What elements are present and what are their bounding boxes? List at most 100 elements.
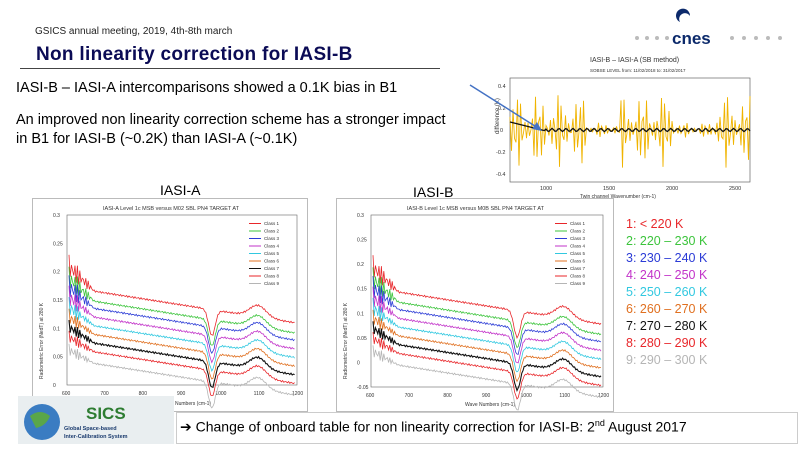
a-curve-class-7 [68,320,295,389]
bullet-improved-correction: An improved non linearity correction sch… [16,112,446,147]
a-curve-class-5 [68,296,295,373]
b-class-label-5: Class 5 [570,251,586,256]
plot-b-title: IASI-B Level 1c MSB versus M0B SBL PN4 T… [407,206,545,212]
top-plot-subtitle: SOBSE LEVEL from: 11/02/2018 to: 31/02/2… [590,68,686,73]
sics-wordmark: SICS [86,404,126,423]
top-ytick-1: 0.4 [498,84,506,90]
footer-box [176,412,798,444]
b-xtick-2: 700 [405,393,414,399]
a-xtick-5: 1000 [215,391,226,397]
label-iasi-a: IASI-A [160,182,201,198]
a-xtick-7: 1200 [292,391,303,397]
a-curve-class-2 [68,266,295,346]
arrow-icon: ➔ [180,418,192,435]
top-yellow-envelope [509,95,751,168]
b-class-label-8: Class 8 [570,274,586,279]
top-ytick-2: 0.2 [498,106,506,112]
top-plot-title: IASI-B – IASI-A (SB method) [590,57,679,64]
b-curve-class-9 [372,345,602,411]
b-xtick-7: 1200 [598,393,609,399]
b-xtick-1: 600 [366,393,375,399]
a-class-label-3: Class 3 [264,236,280,241]
legend-class-7: 7: 270 – 280 K [626,319,708,333]
iasi-b-minus-a-plot: IASI-B – IASI-A (SB method) SOBSE LEVEL … [495,57,751,200]
cnes-logo: cnes [635,8,782,48]
iasi-b-nedt-plot: IASI-B Level 1c MSB versus M0B SBL PN4 T… [336,198,614,412]
legend-class-6: 6: 260 – 270 K [626,302,708,316]
a-ytick-4: 0.15 [53,298,63,304]
label-iasi-b: IASI-B [413,184,454,200]
a-class-label-6: Class 6 [264,259,280,264]
gsics-logo: SICS Global Space-based Inter-Calibratio… [18,396,174,444]
top-xtick-3: 2000 [666,186,678,192]
top-ytick-4: -0.2 [496,150,505,156]
bullet-bias: IASI-B – IASI-A intercomparisons showed … [16,80,398,96]
footer-text: Change of onboard table for non linearit… [195,418,595,435]
b-ytick-8: -0.05 [357,385,369,391]
footer-note: ➔ Change of onboard table for non linear… [180,418,687,436]
a-class-label-8: Class 8 [264,274,280,279]
b-xtick-6: 1100 [559,393,570,399]
legend-class-5: 5: 250 – 260 K [626,285,708,299]
b-ytick-1: 0.3 [357,213,364,219]
legend-class-9: 9: 290 – 300 K [626,353,708,367]
b-ytick-7: 0 [357,360,360,366]
b-ytick-4: 0.15 [357,287,367,293]
top-plot-ylabel: difference (K) [495,98,501,134]
pointer-arrow [469,84,542,131]
footer-tail: August 2017 [604,418,687,435]
a-ytick-5: 0.1 [53,326,60,332]
a-xtick-3: 800 [139,391,148,397]
a-curve-class-4 [68,285,295,364]
b-ytick-6: 0.05 [357,336,367,342]
top-ytick-3: 0 [500,128,503,134]
b-xtick-5: 1000 [521,393,532,399]
a-class-label-7: Class 7 [264,266,280,271]
plot-a-ylabel: Radiometric Error (NedT) at 280 K [39,302,45,379]
b-class-label-3: Class 3 [570,236,586,241]
legend-class-1: 1: < 220 K [626,217,684,231]
b-class-label-2: Class 2 [570,229,586,234]
a-xtick-4: 900 [177,391,186,397]
b-curve-class-7 [372,321,602,393]
a-class-label-2: Class 2 [264,229,280,234]
a-xtick-6: 1100 [254,391,265,397]
a-ytick-7: 0 [53,383,56,389]
a-xtick-2: 700 [100,391,109,397]
plot-a-title: IASI-A Level 1c MSB versus M02 SBL PN4 T… [103,206,240,212]
top-xtick-2: 1500 [603,186,615,192]
title-rule [20,68,440,69]
b-class-label-1: Class 1 [570,221,586,226]
a-class-label-1: Class 1 [264,221,280,226]
b-curve-class-2 [372,267,602,349]
a-curve-class-3 [68,275,295,355]
temperature-class-legend: 1: < 220 K 2: 220 – 230 K 3: 230 – 240 K 4:… [626,216,707,369]
a-ytick-6: 0.05 [53,355,63,361]
top-ytick-5: -0.4 [496,172,505,178]
plot-b-ylabel: Radiometric Error (NedT) at 280 K [343,302,349,379]
b-curve-class-8 [372,332,602,400]
a-xtick-1: 600 [62,391,71,397]
a-ytick-2: 0.25 [53,241,63,247]
a-ytick-3: 0.2 [53,270,60,276]
meeting-header: GSICS annual meeting, 2019, 4th-8th marc… [35,26,233,37]
legend-class-4: 4: 240 – 250 K [626,268,708,282]
b-class-label-4: Class 4 [570,244,586,249]
a-class-label-5: Class 5 [264,251,280,256]
b-ytick-3: 0.2 [357,262,364,268]
b-curve-class-5 [372,297,602,373]
a-curve-class-8 [68,330,295,397]
legend-class-2: 2: 220 – 230 K [626,234,708,248]
sics-tagline-2: Inter-Calibration System [64,434,128,440]
slide-title: Non linearity correction for IASI-B [36,44,353,65]
sics-tagline-1: Global Space-based [64,426,117,432]
a-curve-class-9 [68,343,295,409]
legend-class-3: 3: 230 – 240 K [626,251,708,265]
top-plot-xlabel: Twin channel Wavenumber (cm-1) [580,194,656,200]
b-curve-class-6 [372,309,602,383]
legend-class-8: 8: 280 – 290 K [626,336,708,350]
b-curve-class-1 [372,255,602,339]
b-class-label-7: Class 7 [570,266,586,271]
plot-a-xlabel: Wave Numbers (cm-1) [161,401,211,407]
a-ytick-1: 0.3 [53,213,60,219]
